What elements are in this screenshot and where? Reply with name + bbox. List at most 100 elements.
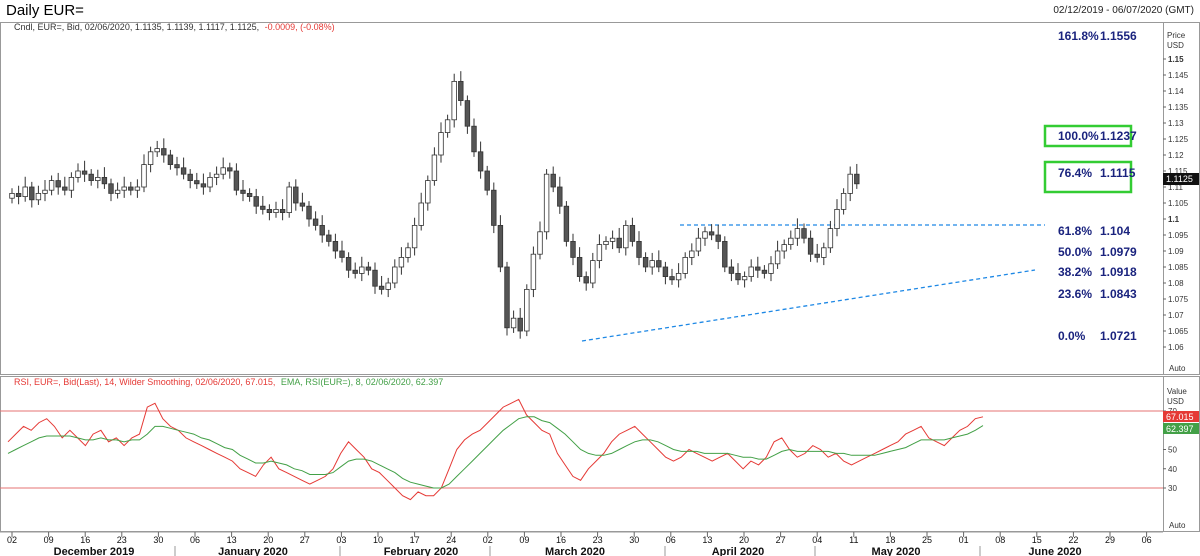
candle-down (715, 234, 721, 242)
rsi-axis-unit: USD (1167, 397, 1184, 406)
day-tick-label: 01 (959, 535, 969, 545)
candle-up (425, 180, 431, 204)
candle-down (319, 224, 325, 236)
candle-up (609, 237, 616, 242)
candle-up (359, 266, 365, 274)
candle-down (517, 317, 523, 332)
candle-up (411, 224, 418, 249)
candle-down (636, 240, 642, 258)
day-tick-label: 18 (885, 535, 895, 545)
ema-line (7, 416, 984, 489)
candle-down (642, 256, 649, 268)
candle-up (444, 119, 451, 134)
month-label: May 2020 (872, 546, 921, 556)
candle-up (596, 244, 603, 262)
candle-up (741, 276, 748, 281)
chart-title: Daily EUR= (6, 2, 84, 19)
ema-legend-text: EMA, RSI(EUR=), 8, 02/06/2020, 62.397 (281, 377, 443, 387)
candle-up (22, 186, 28, 198)
candle-down (365, 266, 372, 271)
candle-up (134, 186, 141, 191)
x-axis: 02 09 16 23 30 06 13 20 27 03 10 17 24 02 09 16 23 30 06 13… (7, 532, 1152, 556)
day-tick-label: 06 (190, 535, 200, 545)
candle-down (345, 256, 352, 271)
price-auto-label[interactable]: Auto (1169, 364, 1186, 373)
fib-value: 1.1556 (1100, 29, 1137, 43)
candle-up (543, 173, 550, 233)
candle-up (530, 253, 537, 290)
date-range: 02/12/2019 - 06/07/2020 (GMT) (1053, 5, 1194, 16)
day-tick-label: 06 (666, 535, 676, 545)
candle-up (220, 167, 226, 175)
candle-down (735, 272, 741, 281)
candle-down (279, 208, 286, 213)
candle-down (233, 170, 240, 191)
day-tick-label: 16 (556, 535, 566, 545)
day-tick-label: 24 (446, 535, 456, 545)
candle-down (583, 276, 589, 284)
rsi-legend-text: RSI, EUR=, Bid(Last), 14, Wilder Smoothi… (14, 377, 275, 387)
candle-up (9, 192, 15, 199)
day-tick-label: 20 (739, 535, 749, 545)
price-tick-label: 1.11 (1168, 183, 1184, 192)
candle-up (114, 189, 121, 194)
candle-up (590, 260, 596, 284)
candle-up (788, 237, 794, 245)
chart-canvas[interactable]: Cndl, EUR=, Bid, 02/06/2020, 1.1135, 1.1… (0, 22, 1200, 556)
candle-down (352, 269, 358, 274)
rsi-auto-label[interactable]: Auto (1169, 521, 1186, 530)
day-tick-label: 03 (336, 535, 346, 545)
candle-up (649, 260, 655, 268)
candle-down (194, 180, 200, 185)
fib-percent: 100.0% (1058, 129, 1099, 143)
candle-up (840, 192, 847, 210)
candle-up (95, 176, 101, 181)
fib-percent: 0.0% (1058, 329, 1086, 343)
candle-down (326, 234, 332, 242)
fib-value: 1.104 (1100, 224, 1130, 238)
ema-value-label: 62.397 (1166, 424, 1194, 434)
candle-down (629, 224, 636, 242)
candle-down (484, 170, 490, 191)
month-label: February 2020 (384, 546, 459, 556)
day-tick-label: 30 (153, 535, 163, 545)
candle-up (451, 81, 457, 121)
rsi-axis[interactable] (1163, 376, 1200, 532)
candle-up (603, 240, 609, 245)
fib-percent: 23.6% (1058, 287, 1092, 301)
fib-percent: 161.8% (1058, 29, 1099, 43)
price-axis-unit: USD (1167, 41, 1184, 50)
candle-up (623, 224, 629, 249)
fib-percent: 38.2% (1058, 265, 1092, 279)
day-tick-label: 22 (1068, 535, 1078, 545)
candle-down (563, 205, 570, 242)
rsi-tick-label: 50 (1168, 446, 1177, 455)
price-tick-label: 1.105 (1168, 199, 1189, 208)
price-tick-label: 1.14 (1168, 87, 1184, 96)
candle-up (748, 266, 754, 277)
rsi-value-label: 67.015 (1166, 412, 1194, 422)
day-tick-label: 13 (702, 535, 712, 545)
day-tick-label: 09 (519, 535, 529, 545)
current-price-label: 1.1125 (1166, 174, 1193, 184)
day-tick-label: 09 (44, 535, 54, 545)
candle-down (807, 237, 814, 255)
month-label: December 2019 (54, 546, 135, 556)
candle-up (147, 151, 154, 166)
day-tick-label: 29 (1105, 535, 1115, 545)
candle-down (576, 256, 583, 277)
price-legend: Cndl, EUR=, Bid, 02/06/2020, 1.1135, 1.1… (14, 22, 335, 32)
candle-down (708, 231, 715, 236)
candle-up (774, 250, 781, 265)
price-axis[interactable] (1163, 22, 1200, 375)
candle-down (312, 218, 319, 226)
candle-down (464, 100, 471, 127)
candle-down (293, 186, 299, 204)
price-tick-label: 1.1 (1168, 215, 1180, 224)
price-tick-label: 1.085 (1168, 263, 1189, 272)
candle-down (88, 173, 94, 181)
candle-up (689, 250, 695, 258)
candles-group (9, 71, 860, 339)
candle-up (768, 263, 774, 274)
day-tick-label: 27 (776, 535, 786, 545)
